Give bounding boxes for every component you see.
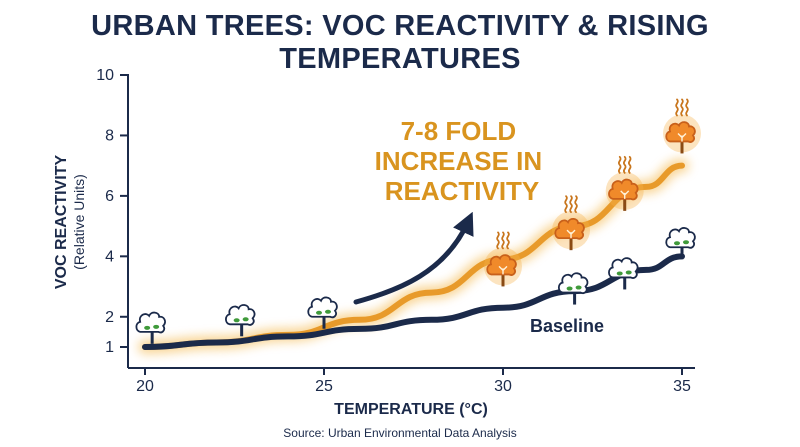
y-tick-label: 6 (105, 188, 114, 205)
page-title: URBAN TREES: VOC REACTIVITY & RISING TEM… (91, 10, 709, 75)
tree-markers (135, 98, 701, 344)
heat-wave-icon (564, 195, 578, 214)
y-tick-label: 4 (105, 248, 114, 265)
tree-icon (608, 257, 639, 290)
y-axis-subtitle: (Relative Units) (71, 174, 87, 270)
annotation-line-3: REACTIVITY (385, 176, 540, 206)
tree-icon (307, 296, 338, 329)
y-axis-title: VOC REACTIVITY (53, 155, 70, 290)
heat-wave-icon (617, 155, 632, 174)
heat-wave-icon (496, 231, 510, 250)
hot-tree-icon (552, 195, 591, 251)
annotation-line-2: INCREASE IN (375, 146, 543, 176)
trend-arrow (353, 211, 474, 305)
x-tick-label: 35 (673, 378, 691, 395)
x-tick-label: 20 (136, 378, 154, 395)
x-ticks: 20 25 30 35 (136, 368, 691, 395)
tree-icon (557, 272, 589, 305)
svg-text:7-8 FOLD INCREASE IN R: 7-8 FOLD INCREASE IN REACTIVITY (375, 116, 550, 206)
annotation-line-1: 7-8 FOLD (401, 116, 517, 146)
heat-wave-icon (675, 98, 689, 117)
tree-icon (665, 227, 696, 260)
x-tick-label: 25 (315, 378, 333, 395)
tree-icon (225, 304, 256, 337)
y-tick-label: 10 (96, 67, 114, 84)
hot-tree-icon (663, 98, 701, 154)
y-ticks: 1 2 4 6 8 10 (96, 67, 128, 356)
x-axis-title: TEMPERATURE (°C) (334, 401, 488, 418)
tree-icon (135, 311, 166, 344)
y-tick-label: 2 (105, 309, 114, 326)
y-tick-label: 8 (105, 127, 114, 144)
y-tick-label: 1 (105, 339, 114, 356)
hot-tree-icon (605, 155, 644, 211)
hot-tree-icon (484, 231, 522, 287)
source-note: Source: Urban Environmental Data Analysi… (283, 426, 516, 440)
baseline-series-label: Baseline (530, 316, 604, 336)
x-tick-label: 30 (494, 378, 512, 395)
